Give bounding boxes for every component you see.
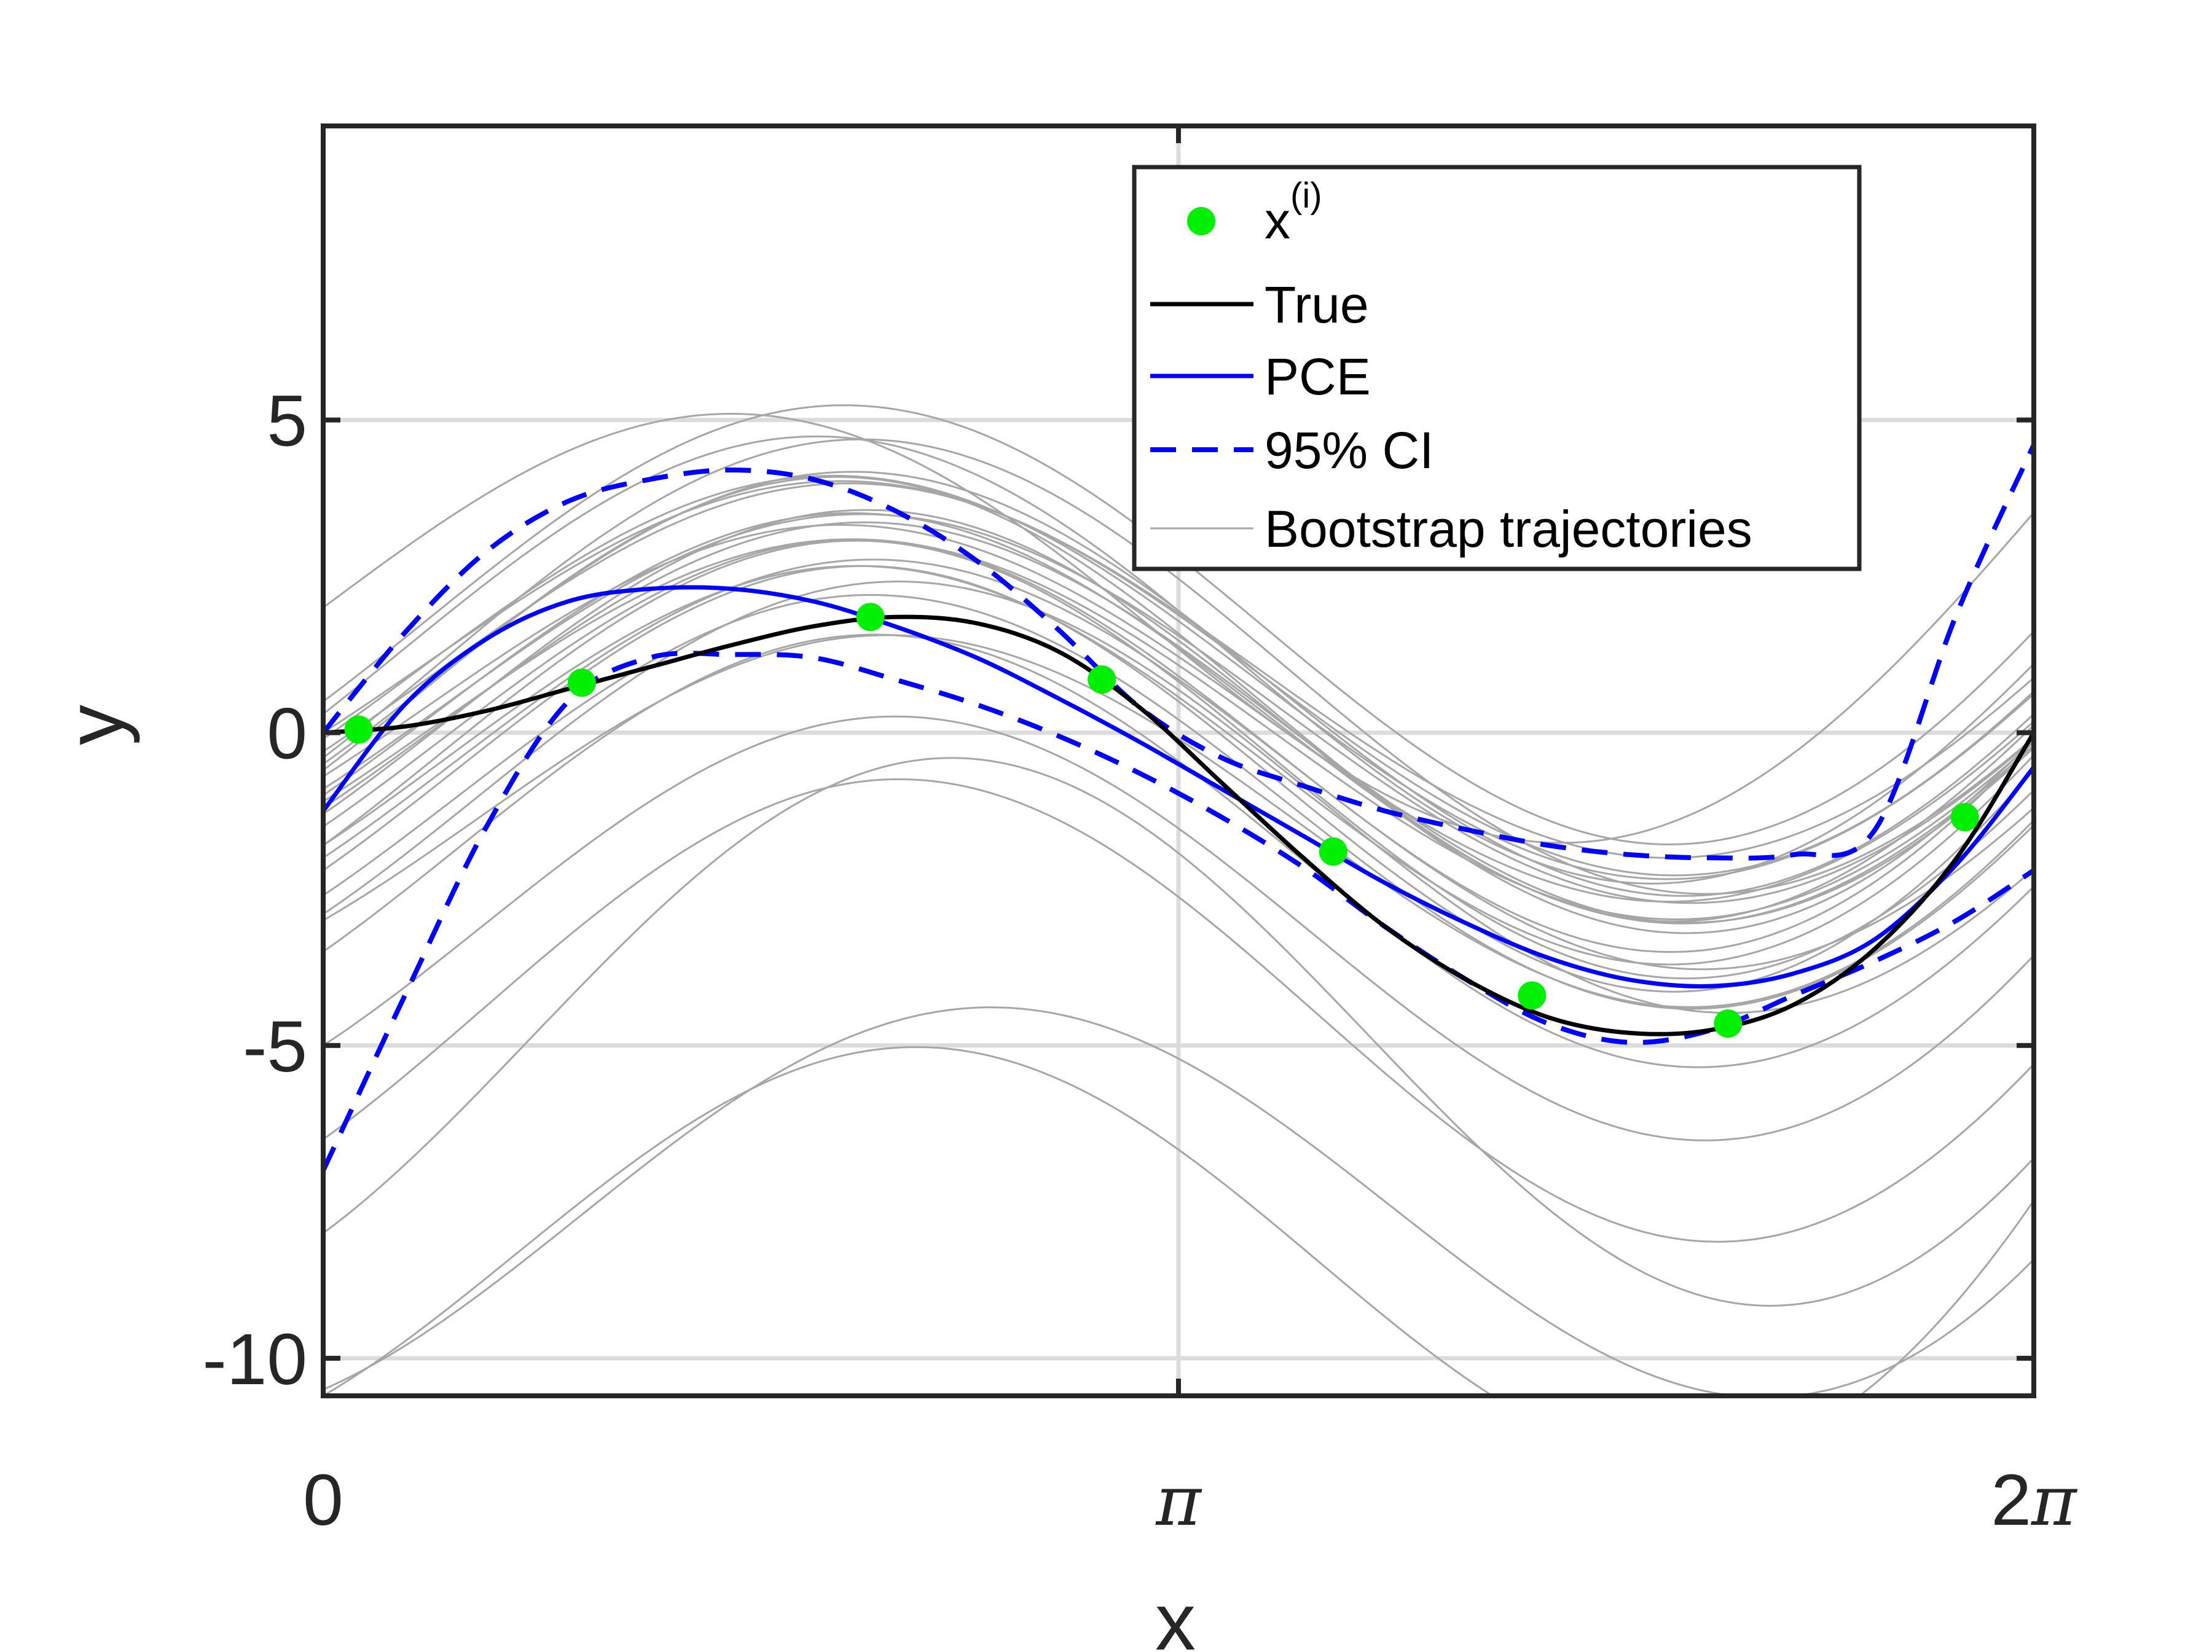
bootstrap-trajectory-boot-4 xyxy=(323,757,2034,1307)
legend-label-bootstrap: Bootstrap trajectories xyxy=(1265,500,1752,558)
sample-point-3 xyxy=(1088,665,1116,694)
series-line-true xyxy=(323,614,2034,1036)
bootstrap-trajectory-boot-3 xyxy=(323,1006,2034,1396)
y-tick-label-0: 5 xyxy=(267,381,307,462)
sample-point-6 xyxy=(1714,1009,1743,1038)
bootstrap-trajectory-boot-2 xyxy=(323,1046,2034,1396)
legend-label-samples: x(i) xyxy=(1265,176,1322,249)
legend-box xyxy=(1132,165,1862,571)
bootstrap-trajectory-boot-8 xyxy=(323,593,2034,1010)
bootstrap-trajectory-boot-28 xyxy=(323,509,2034,934)
bootstrap-trajectory-boot-23 xyxy=(323,538,2034,921)
y-axis-title: y xyxy=(50,705,140,745)
bootstrap-trajectory-boot-26 xyxy=(323,558,2034,971)
sample-point-1 xyxy=(567,668,596,697)
bootstrap-trajectory-boot-5 xyxy=(323,778,2034,1243)
bootstrap-trajectory-boot-21 xyxy=(323,581,2034,1014)
bootstrap-trajectory-boot-9 xyxy=(323,539,2034,980)
legend-label-ci: 95% CI xyxy=(1265,421,1433,479)
bootstrap-trajectory-boot-27 xyxy=(323,438,2034,895)
legend-symbol-samples xyxy=(1187,207,1215,235)
bootstrap-trajectory-boot-12 xyxy=(323,474,2034,880)
sample-point-0 xyxy=(344,715,373,744)
legend: x(i) True PCE 95% CI Bootstrap trajector… xyxy=(1132,165,1862,571)
axis-ticks: 5 0 -5 -10 0 π 2π xyxy=(202,126,2078,1541)
bootstrap-trajectory-boot-22 xyxy=(323,471,2034,897)
x-tick-label-2: 2π xyxy=(1991,1460,2078,1541)
bootstrap-trajectory-boot-25 xyxy=(323,565,2034,966)
bootstrap-trajectory-boot-18 xyxy=(323,480,2034,859)
bootstrap-trajectory-boot-6 xyxy=(323,715,2034,1141)
sample-point-7 xyxy=(1950,803,1979,832)
bootstrap-trajectory-boot-15 xyxy=(323,538,2034,953)
bootstrap-trajectory-boot-20 xyxy=(323,634,2034,1008)
legend-label-true: True xyxy=(1265,276,1369,334)
sample-point-2 xyxy=(856,603,885,632)
x-tick-label-1: π xyxy=(1155,1462,1202,1541)
x-tick-label-0: 0 xyxy=(303,1460,343,1541)
sample-point-5 xyxy=(1518,981,1547,1010)
series-line-pce xyxy=(323,585,2034,988)
y-tick-label-2: -5 xyxy=(243,1006,307,1087)
y-tick-label-3: -10 xyxy=(202,1319,307,1400)
sample-point-4 xyxy=(1319,837,1347,866)
bootstrap-trajectory-boot-17 xyxy=(323,482,2034,877)
y-tick-label-1: 0 xyxy=(267,694,307,775)
series-line-ci-upper xyxy=(323,444,2034,861)
legend-label-pce: PCE xyxy=(1265,348,1371,405)
x-axis-title: x xyxy=(1155,1576,1196,1652)
bootstrap-trajectory-boot-7 xyxy=(323,633,2034,1068)
series-line-ci-lower xyxy=(323,651,2034,1172)
